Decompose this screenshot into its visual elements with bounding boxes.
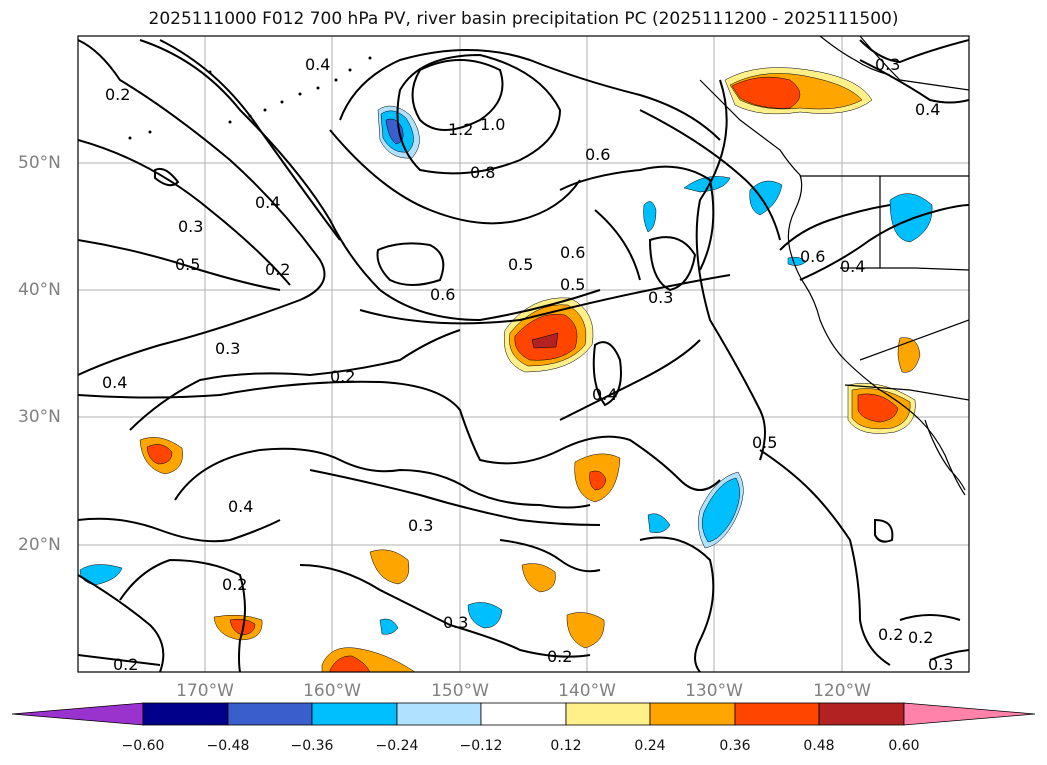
contour-label: 0.2 [330,367,355,386]
contour-label: 0.3 [178,217,203,236]
colorbar-tick: 0.48 [803,738,835,754]
colorbar [11,702,1036,726]
contour-label: 1.2 [448,120,473,139]
colorbar-tick: −0.24 [375,738,419,754]
colorbar-extend-high [903,702,1036,726]
precip-anomaly-fills [79,67,933,672]
contour-label: 0.5 [508,255,533,274]
contour-label: 0.2 [908,628,933,647]
coastlines [699,36,969,496]
contour-label: 0.5 [560,275,585,294]
lon-label-130w: 130°W [685,681,743,701]
colorbar-tick: 0.12 [550,738,582,754]
contour-label: 0.2 [878,625,903,644]
colorbar-bin [311,702,398,726]
contour-label: 0.6 [800,247,825,266]
lat-label-50n: 50°N [18,153,61,173]
contour-label: 0.6 [560,243,585,262]
lat-label-40n: 40°N [18,280,61,300]
contour-label: 0.4 [255,193,280,212]
lon-label-140w: 140°W [558,681,616,701]
lat-label-30n: 30°N [18,407,61,427]
colorbar-extend-low [11,702,144,726]
aleutian-islands [128,56,372,140]
contour-label: 0.2 [105,85,130,104]
contour-label: 0.5 [175,255,200,274]
colorbar-tick: 0.60 [888,738,920,754]
lat-label-20n: 20°N [18,535,61,555]
colorbar-tick: −0.36 [290,738,334,754]
contour-label: 0.2 [547,647,572,666]
colorbar-bin [142,702,229,726]
map-title: 2025111000 F012 700 hPa PV, river basin … [148,9,899,29]
contour-label: 0.2 [222,575,247,594]
contour-label: 0.3 [875,55,900,74]
contour-label: 0.3 [443,613,468,632]
lon-label-150w: 150°W [431,681,489,701]
contour-label: 0.4 [305,55,330,74]
contour-label: 0.2 [265,260,290,279]
contour-label: 0.4 [228,497,253,516]
colorbar-tick: −0.12 [459,738,503,754]
colorbar-bin [734,702,820,726]
lon-label-120w: 120°W [813,681,871,701]
colorbar-bin [818,702,905,726]
contour-label: 0.4 [915,100,940,119]
contour-label: 0.8 [470,163,495,182]
contour-label: 0.3 [648,288,673,307]
lon-label-160w: 160°W [303,681,361,701]
contour-label: 0.3 [215,339,240,358]
contour-label: 0.2 [113,655,138,674]
graticule [78,36,969,672]
colorbar-bin [396,702,482,726]
contour-label: 0.3 [408,516,433,535]
contour-label: 0.5 [752,433,777,452]
contour-label: 0.4 [592,385,617,404]
colorbar-bin [227,702,313,726]
lon-label-170w: 170°W [176,681,234,701]
colorbar-tick: 0.24 [634,738,666,754]
map-frame [77,35,970,673]
colorbar-tick: −0.60 [121,738,165,754]
colorbar-bin [649,702,736,726]
colorbar-tick: −0.48 [206,738,250,754]
colorbar-bin [480,702,567,726]
contour-label: 0.6 [585,145,610,164]
pv-contours [78,39,969,672]
contour-label: 0.3 [928,655,953,674]
contour-label: 1.0 [480,115,505,134]
contour-label: 0.4 [840,257,865,276]
contour-label: 0.4 [102,373,127,392]
contour-labels: 0.4 0.3 0.2 1.2 1.0 0.8 0.6 0.4 0.4 0.3 … [102,55,953,674]
contour-label: 0.6 [430,285,455,304]
colorbar-tick: 0.36 [719,738,751,754]
colorbar-bin [565,702,651,726]
